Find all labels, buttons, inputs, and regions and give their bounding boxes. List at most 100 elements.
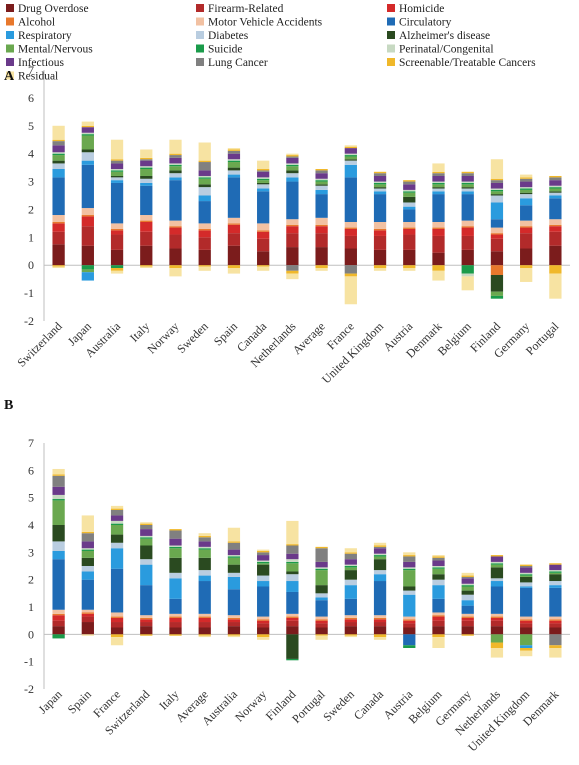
- bar-segment: [81, 515, 94, 532]
- bar-segment: [140, 585, 153, 616]
- legend-label: Respiratory: [18, 30, 72, 42]
- bar-segment: [549, 571, 562, 573]
- bar-segment: [520, 623, 533, 628]
- bar-segment: [461, 613, 474, 617]
- bar-segment: [461, 626, 474, 635]
- bar-segment: [315, 189, 328, 195]
- bar-segment: [549, 226, 562, 232]
- bar-segment: [198, 548, 211, 550]
- bar-segment: [490, 613, 504, 617]
- legend-swatch: [196, 58, 204, 66]
- bar-segment: [52, 541, 65, 551]
- bar-segment: [227, 549, 241, 556]
- bar-segment: [461, 182, 474, 185]
- bar-segment: [198, 228, 211, 231]
- bar-segment: [81, 566, 94, 572]
- bar-segment: [520, 566, 533, 568]
- bar-segment: [344, 626, 357, 635]
- bar-segment: [227, 617, 241, 620]
- bar-segment: [52, 221, 65, 224]
- bar-segment: [403, 627, 416, 635]
- bar-segment: [52, 163, 65, 170]
- y-tick-label: 4: [28, 147, 34, 161]
- bar-segment: [549, 585, 562, 588]
- bar-segment: [344, 177, 357, 222]
- bar-segment: [432, 598, 445, 613]
- bar-segment: [110, 139, 124, 160]
- bar-segment-negative: [110, 637, 124, 646]
- bar-segment: [169, 546, 182, 549]
- legend-swatch: [6, 4, 14, 12]
- bar-segment: [52, 609, 65, 614]
- bar-segment: [257, 627, 270, 635]
- y-tick-label: -1: [24, 286, 34, 300]
- bar-segment: [286, 177, 299, 182]
- bar-segment: [257, 230, 270, 232]
- bar-segment: [227, 167, 241, 171]
- bar-segment: [110, 180, 124, 183]
- legend-swatch: [196, 44, 204, 53]
- bar-segment-negative: [227, 635, 241, 638]
- bar-segment: [81, 245, 94, 266]
- bar-segment: [52, 486, 65, 495]
- bar-segment: [461, 594, 474, 601]
- bar-segment: [344, 619, 357, 623]
- bar-segment: [198, 170, 211, 176]
- bar-segment: [169, 155, 182, 158]
- bar-segment: [81, 612, 94, 614]
- bar-segment: [549, 581, 562, 586]
- bar-segment: [286, 617, 299, 621]
- bar-segment: [344, 235, 357, 249]
- bar-segment: [52, 160, 65, 164]
- bar-segment: [432, 181, 445, 183]
- bar-segment: [344, 566, 357, 568]
- bar-segment: [432, 615, 445, 617]
- legend-swatch: [6, 71, 14, 80]
- bar-segment: [198, 201, 211, 224]
- bar-segment: [403, 555, 416, 557]
- bar-segment: [315, 597, 328, 601]
- bar-segment: [286, 233, 299, 248]
- x-tick-label: Italy: [127, 319, 152, 344]
- bar-segment: [286, 226, 299, 234]
- bar-segment: [403, 206, 416, 210]
- bar-segment: [169, 598, 182, 614]
- bar-segment-negative: [490, 634, 504, 643]
- bar-segment: [403, 568, 416, 571]
- x-tick-label: Norway: [232, 687, 269, 724]
- bar-segment-negative: [549, 265, 562, 274]
- bar-segment: [198, 195, 211, 202]
- bar-segment: [198, 537, 211, 542]
- bar-segment: [403, 619, 416, 621]
- bar-segment: [286, 173, 299, 178]
- legend-swatch: [387, 31, 395, 39]
- bar-segment: [110, 505, 124, 509]
- bar-segment: [520, 248, 533, 266]
- bar-segment: [52, 626, 65, 635]
- bar-segment: [81, 226, 94, 246]
- bar-segment: [257, 575, 270, 582]
- bar-segment: [257, 564, 270, 576]
- bar-segment: [110, 223, 124, 229]
- bar-segment: [257, 178, 270, 181]
- bar-segment: [257, 550, 270, 553]
- bar-segment: [286, 553, 299, 560]
- bar-segment-negative: [315, 268, 328, 271]
- bar-segment: [52, 613, 65, 616]
- bar-segment: [257, 184, 270, 189]
- bar-segment: [315, 247, 328, 266]
- bar-segment: [169, 616, 182, 618]
- bar-segment: [373, 545, 387, 547]
- legend-label: Residual: [18, 71, 58, 83]
- y-tick-label: 4: [28, 518, 34, 532]
- bar-segment-negative: [344, 635, 357, 638]
- bar-segment: [520, 226, 533, 228]
- bar-segment: [403, 221, 416, 228]
- bar-segment: [549, 231, 562, 246]
- bar-segment: [461, 585, 474, 587]
- bar-segment-negative: [110, 270, 124, 274]
- bar-segment-negative: [520, 650, 533, 657]
- bar-segment: [110, 171, 124, 176]
- bar-segment: [520, 205, 533, 221]
